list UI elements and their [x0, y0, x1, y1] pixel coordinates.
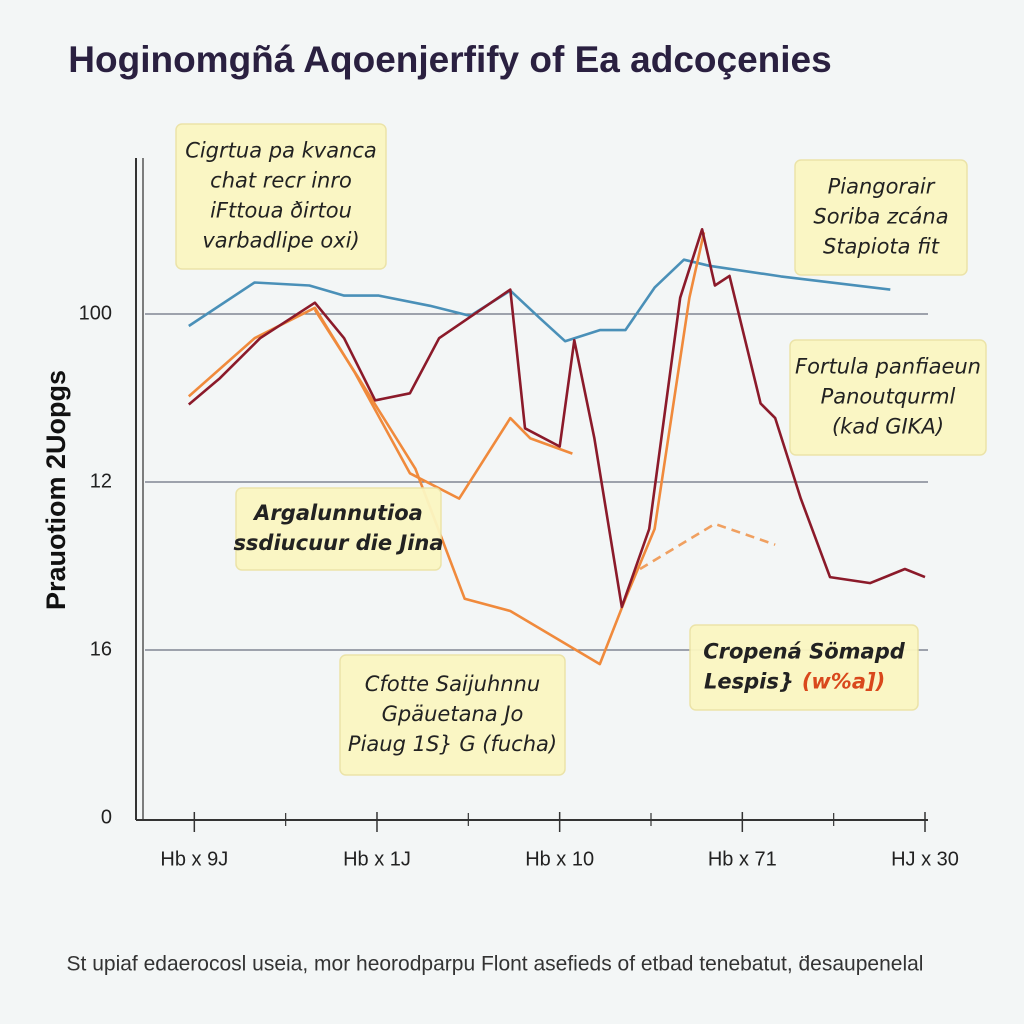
annotation: Piangorair Soriba zcána Stapiota fit	[794, 159, 968, 276]
annotation-highlight: (w%a])	[802, 670, 885, 694]
annotation-text: iFttoua ðirtou	[210, 199, 352, 223]
annotation-text: Piaug 1S} G (fucha)	[348, 732, 557, 756]
annotation: Fortula panfiaeun Panoutqurml (kad GIKA)	[789, 339, 987, 456]
y-tick-label: 12	[90, 470, 112, 492]
annotation-box	[794, 159, 968, 276]
footer-note: St upiaf edaerocosl useia, mor heorodpar…	[67, 953, 924, 976]
annotation-text: Gpäuetana Jo	[382, 702, 524, 726]
annotation-text: Fortula panfiaeun	[795, 355, 981, 379]
annotation-text: Cropená Sömapd	[703, 640, 906, 664]
annotation-text: Panoutqurml	[821, 385, 956, 409]
annotation-text: Cigrtua pa kvanca	[185, 139, 377, 163]
annotation-text: Soriba zcána	[813, 205, 948, 229]
x-tick-label: HJ x 30	[891, 848, 959, 870]
y-tick-label: 0	[101, 806, 112, 828]
y-axis-label: Prauotiom 2Uopgs	[41, 370, 71, 610]
annotation-text: (kad GIKA)	[832, 415, 944, 439]
annotation-text: Lespis} (w%a])	[704, 670, 885, 694]
data-line	[187, 228, 926, 609]
annotation: Cigrtua pa kvanca chat recr inro iFttoua ð…	[175, 123, 387, 270]
x-tick-label: Hb x 10	[525, 848, 594, 870]
x-tick-label: Hb x 71	[708, 848, 777, 870]
annotation-text: Argalunnutioa	[252, 501, 423, 525]
annotation: Argalunnutioa ssdiucuur die Jina	[233, 487, 444, 571]
y-tick-label: 16	[90, 638, 112, 660]
annotation-text: Cfotte Saijuhnnu	[365, 672, 540, 696]
annotation: Cfotte Saijuhnnu Gpäuetana Jo Piaug 1S} G …	[339, 654, 566, 776]
x-tick-label: Hb x 9J	[160, 848, 228, 870]
annotation-text-part: Lespis}	[704, 670, 794, 694]
annotation-box	[235, 487, 442, 571]
annotation-text: Piangorair	[828, 175, 936, 199]
annotation-box	[789, 339, 987, 456]
annotation-text: chat recr inro	[210, 169, 352, 193]
annotation: Cropená Sömapd Lespis} (w%a])	[689, 624, 919, 711]
x-tick-label: Hb x 1J	[343, 848, 411, 870]
annotation-text: Stapiota fit	[823, 235, 940, 259]
y-tick-label: 100	[79, 302, 112, 324]
annotation-box	[339, 654, 566, 776]
annotation-box	[175, 123, 387, 270]
chart-title: Hoginomgñá Aqoenjerfify of Ea adcoçenies	[68, 39, 831, 80]
data-line	[313, 232, 706, 666]
annotation-text: ssdiucuur die Jina	[233, 531, 443, 555]
annotation-box	[689, 624, 919, 711]
annotation-text: varbadlipe oxi)	[202, 229, 359, 253]
